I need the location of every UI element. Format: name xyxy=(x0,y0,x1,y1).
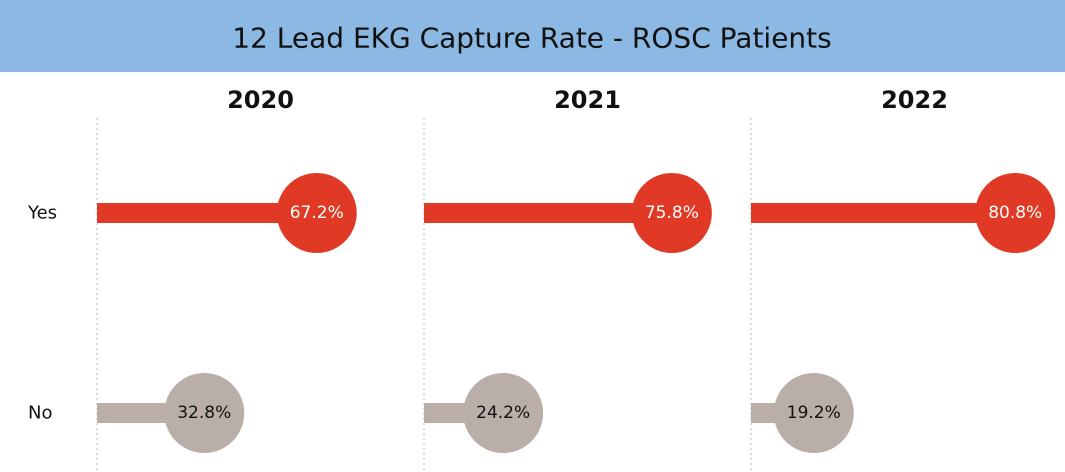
value-label: 75.8% xyxy=(645,203,699,223)
category-label: Yes xyxy=(27,203,57,224)
title-bar xyxy=(0,0,1065,72)
lollipop-head xyxy=(164,373,245,453)
lollipop-head xyxy=(975,173,1056,253)
lollipop-head xyxy=(276,173,357,253)
value-label: 80.8% xyxy=(988,203,1042,223)
lollipop-stem xyxy=(751,203,1016,223)
lollipop-stem xyxy=(424,203,672,223)
chart-title: 12 Lead EKG Capture Rate - ROSC Patients xyxy=(232,22,831,55)
lollipop-stem xyxy=(97,203,317,223)
value-label: 19.2% xyxy=(787,403,841,423)
value-label: 67.2% xyxy=(290,203,344,223)
lollipop-head xyxy=(463,373,544,453)
panel-title: 2022 xyxy=(881,86,948,114)
panel-title: 2021 xyxy=(554,86,621,114)
lollipop-head xyxy=(773,373,854,453)
value-label: 24.2% xyxy=(476,403,530,423)
lollipop-head xyxy=(631,173,712,253)
value-label: 32.8% xyxy=(177,403,231,423)
panel-title: 2020 xyxy=(227,86,294,114)
category-label: No xyxy=(28,403,52,424)
